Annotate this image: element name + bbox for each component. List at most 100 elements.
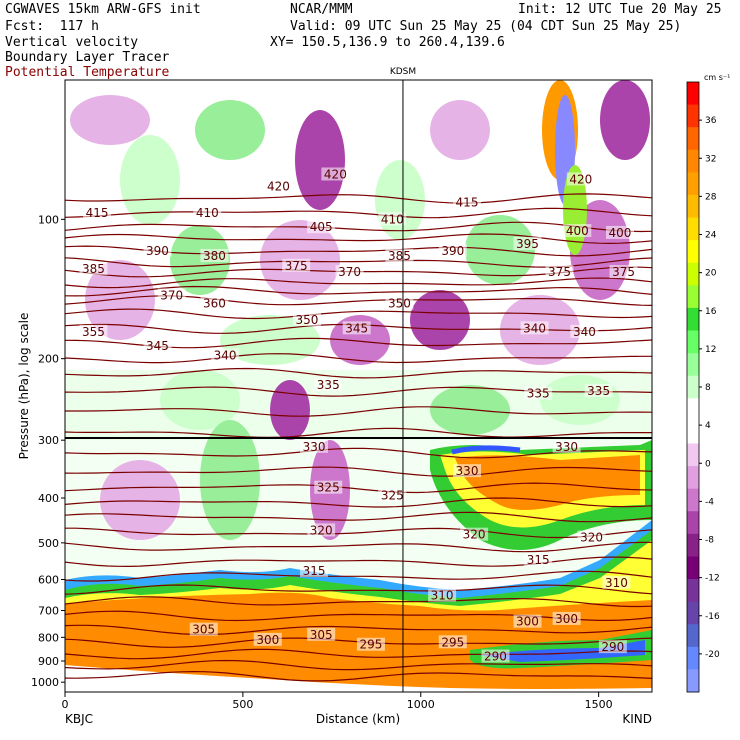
theta-label: 350 — [295, 313, 318, 327]
x-tick-label: 1000 — [407, 698, 435, 711]
theta-label: 350 — [388, 297, 411, 311]
colorbar-swatch — [687, 375, 699, 399]
colorbar-tick-label: -16 — [705, 612, 720, 622]
theta-label-bg — [385, 296, 414, 310]
colorbar-tick-label: -8 — [705, 536, 714, 546]
theta-label-bg — [584, 384, 613, 398]
theta-label-bg — [602, 575, 631, 589]
theta-label: 315 — [303, 564, 326, 578]
theta-label-bg — [552, 439, 581, 453]
theta-label-bg — [200, 248, 229, 262]
theta-label-bg — [200, 296, 229, 310]
theta-label-bg — [211, 348, 240, 362]
y-tick-label: 400 — [38, 492, 59, 505]
field-potential-temperature: Potential Temperature — [5, 65, 170, 80]
theta-label: 310 — [431, 589, 454, 603]
theta-label: 315 — [527, 553, 550, 567]
theta-contour — [65, 670, 652, 682]
colorbar-swatch — [687, 127, 699, 151]
theta-label-bg — [193, 206, 222, 220]
theta-label: 390 — [441, 244, 464, 258]
y-tick-label: 200 — [38, 353, 59, 366]
theta-label: 330 — [456, 464, 479, 478]
y-tick-label: 800 — [38, 631, 59, 644]
theta-label: 420 — [569, 172, 592, 186]
station-left-label: KBJC — [65, 712, 93, 726]
colorbar-tick-label: 20 — [705, 269, 717, 279]
theta-contour — [65, 285, 652, 297]
theta-contour — [65, 466, 652, 477]
theta-label-bg — [570, 324, 599, 338]
colorbar-tick-label: 32 — [705, 154, 716, 164]
theta-label-bg — [545, 265, 574, 279]
y-tick-label: 1000 — [31, 676, 59, 689]
colorbar-swatch — [687, 262, 699, 286]
theta-label: 325 — [381, 488, 404, 502]
theta-label-bg — [300, 563, 329, 577]
theta-contour — [65, 659, 652, 671]
theta-label-bg — [79, 324, 108, 338]
theta-label-bg — [157, 288, 186, 302]
theta-label-bg — [524, 386, 553, 400]
colorbar-tick-label: -12 — [705, 574, 720, 584]
theta-contour — [65, 497, 652, 508]
colorbar-tick-label: 12 — [705, 345, 716, 355]
colorbar-tick-label: 8 — [705, 383, 711, 393]
theta-contour — [65, 277, 652, 289]
theta-contour — [65, 193, 652, 204]
colorbar-swatch — [687, 240, 699, 264]
colorbar-swatch — [687, 579, 699, 603]
theta-contour — [65, 648, 652, 660]
theta-contour — [65, 221, 652, 233]
theta-label-bg — [453, 195, 482, 209]
colorbar-tick-label: 28 — [705, 192, 717, 202]
colorbar-tick-label: 36 — [705, 116, 717, 126]
theta-label: 340 — [573, 325, 596, 339]
theta-label-bg — [292, 312, 321, 326]
theta-label: 300 — [555, 612, 578, 626]
colorbar-swatch — [687, 353, 699, 377]
y-tick-label: 900 — [38, 655, 59, 668]
x-tick-label: 0 — [62, 698, 69, 711]
theta-label: 295 — [441, 635, 464, 649]
colorbar-swatch — [687, 420, 699, 444]
theta-label: 395 — [516, 237, 539, 251]
theta-label-bg — [378, 488, 407, 502]
colorbar-tick-label: 0 — [705, 459, 711, 469]
y-tick-label: 500 — [38, 537, 59, 550]
theta-label-bg — [307, 627, 336, 641]
theta-label: 290 — [601, 640, 624, 654]
theta-label-bg — [335, 265, 364, 279]
colorbar-swatch — [687, 511, 699, 535]
theta-label: 400 — [609, 226, 632, 240]
theta-label-bg — [513, 614, 542, 628]
colorbar-swatch — [687, 601, 699, 625]
station-right-label: KIND — [622, 712, 652, 726]
theta-label-bg — [300, 439, 329, 453]
colorbar-swatch — [687, 646, 699, 670]
theta-label: 375 — [612, 265, 635, 279]
colorbar-swatch — [687, 466, 699, 490]
theta-label-bg — [438, 635, 467, 649]
theta-label: 305 — [310, 628, 333, 642]
theta-label-bg — [356, 637, 385, 651]
theta-label: 345 — [345, 321, 368, 335]
theta-label-bg — [307, 523, 336, 537]
theta-contour — [65, 367, 652, 379]
field-boundary-layer-tracer: Boundary Layer Tracer — [5, 50, 170, 65]
theta-label-bg — [314, 378, 343, 392]
theta-label-bg — [282, 258, 311, 272]
field-vertical-velocity: Vertical velocity — [5, 35, 139, 50]
colorbar-swatch — [687, 624, 699, 648]
theta-contour — [65, 511, 652, 523]
forecast-hour: Fcst: 117 h — [5, 19, 99, 34]
colorbar-swatch — [687, 104, 699, 128]
theta-label: 320 — [580, 531, 603, 545]
theta-label-bg — [566, 172, 595, 186]
theta-label: 335 — [317, 378, 340, 392]
theta-label-bg — [143, 339, 172, 353]
theta-label-bg — [385, 248, 414, 262]
colorbar-units: cm s⁻¹ — [704, 73, 730, 82]
theta-contour — [65, 570, 652, 582]
theta-label-bg — [342, 321, 371, 335]
